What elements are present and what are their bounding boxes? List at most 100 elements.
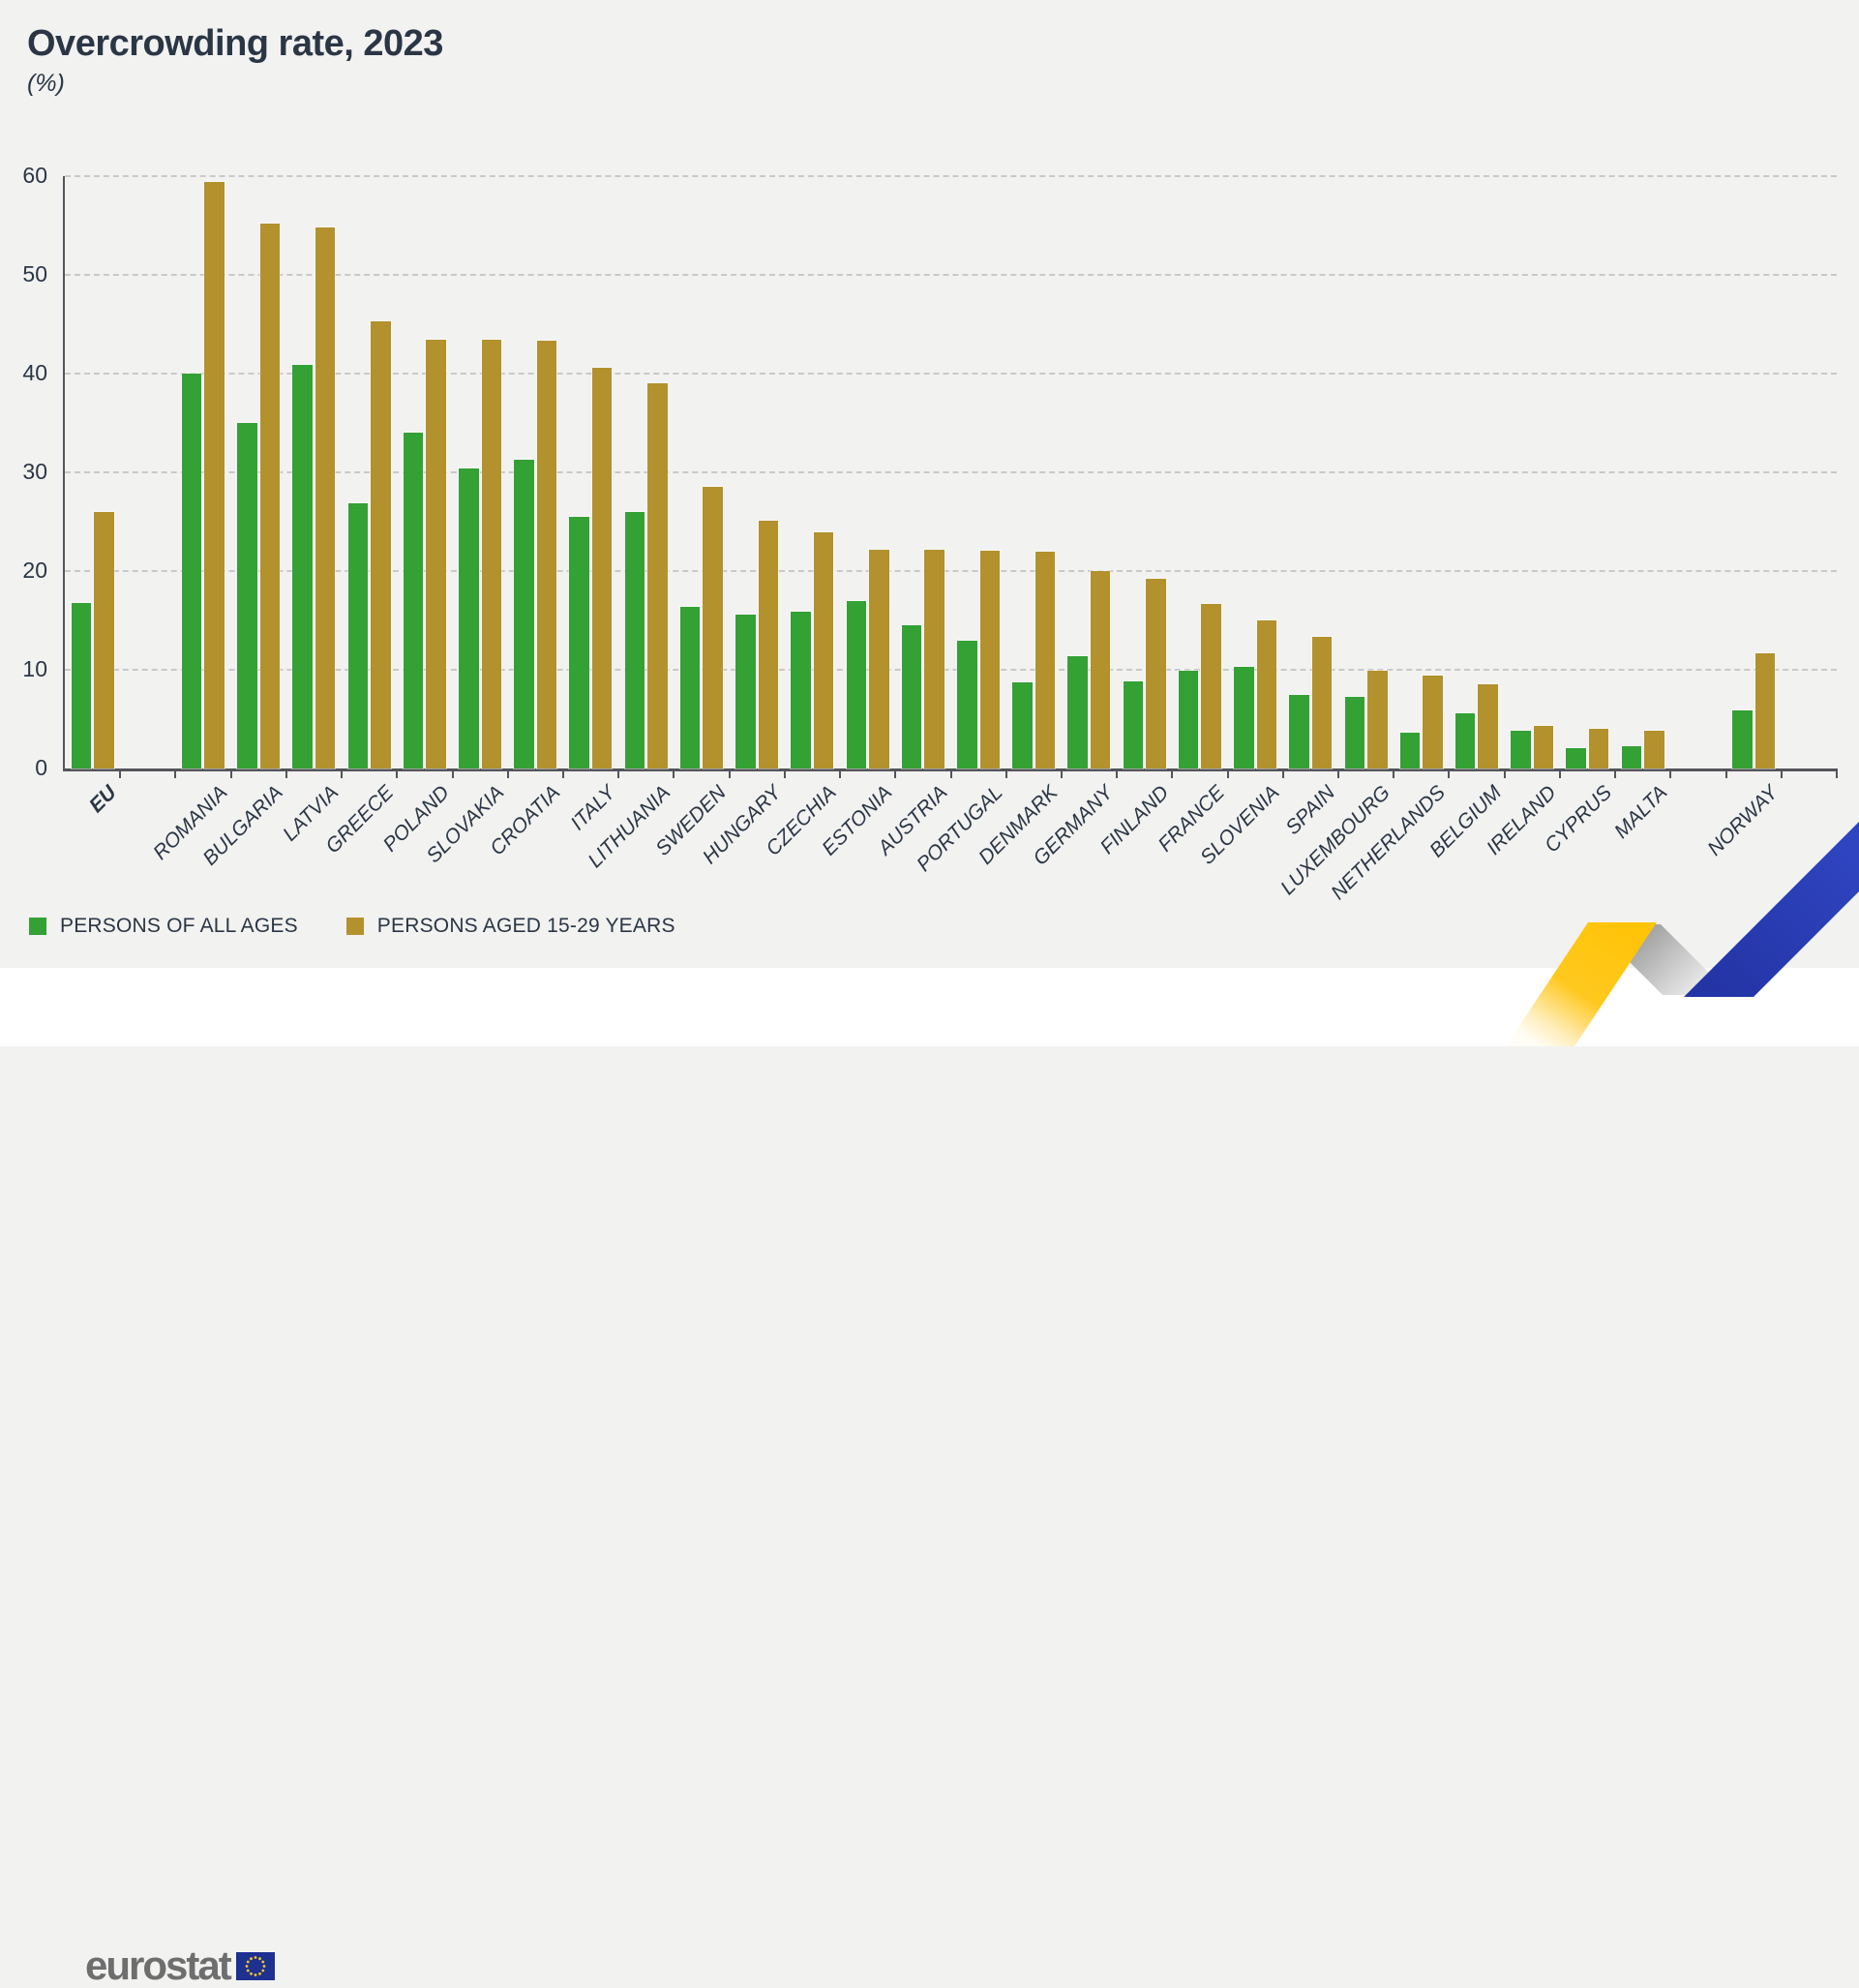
x-axis-tick <box>1614 768 1617 778</box>
bar-finland-aged-15-29 <box>1145 578 1167 769</box>
x-axis-tick <box>728 768 731 778</box>
y-axis-label-20: 20 <box>22 557 47 583</box>
bar-estonia-all-ages <box>845 599 868 770</box>
infographic-canvas: { "title": "Overcrowding rate, 2023", "s… <box>0 23 1859 1986</box>
bar-latvia-all-ages <box>291 363 314 770</box>
bar-germany-aged-15-29 <box>1089 570 1112 769</box>
bar-norway-aged-15-29 <box>1754 651 1777 770</box>
bar-slovakia-aged-15-29 <box>480 339 503 769</box>
bar-luxembourg-aged-15-29 <box>1366 670 1389 769</box>
bar-cyprus-aged-15-29 <box>1587 728 1610 769</box>
bar-lithuania-all-ages <box>623 510 646 770</box>
bar-estonia-aged-15-29 <box>868 548 890 770</box>
bar-latvia-aged-15-29 <box>314 226 337 769</box>
x-axis-tick <box>396 768 399 778</box>
bar-germany-all-ages <box>1066 654 1089 770</box>
bar-poland-all-ages <box>402 432 425 769</box>
x-axis-tick <box>1393 768 1395 778</box>
bar-portugal-aged-15-29 <box>978 549 1001 770</box>
x-axis-tick <box>341 768 344 778</box>
x-axis-tick <box>673 768 675 778</box>
eu-flag-svg <box>235 1951 275 1980</box>
bar-hungary-all-ages <box>735 613 757 770</box>
legend-label-all-ages: PERSONS OF ALL AGES <box>60 915 298 937</box>
y-axis-label-40: 40 <box>22 360 47 385</box>
bar-slovenia-aged-15-29 <box>1255 619 1278 769</box>
x-axis-tick <box>229 768 232 778</box>
bar-denmark-aged-15-29 <box>1034 550 1057 770</box>
x-axis-tick <box>1724 768 1727 778</box>
x-axis-label-eu: EU <box>85 781 122 818</box>
gridline-y20 <box>65 570 1837 572</box>
x-axis-tick <box>285 768 287 778</box>
x-axis-tick <box>1004 768 1007 778</box>
bar-hungary-aged-15-29 <box>757 519 780 770</box>
x-axis-tick <box>783 768 786 778</box>
x-axis-tick <box>1116 768 1119 778</box>
bar-spain-all-ages <box>1288 693 1310 769</box>
legend-item-all-ages: PERSONS OF ALL AGES <box>29 915 298 938</box>
x-axis-label-malta: MALTA <box>1609 781 1672 843</box>
bar-austria-aged-15-29 <box>923 548 945 770</box>
bar-eu-all-ages <box>70 601 92 770</box>
bar-italy-aged-15-29 <box>590 366 614 770</box>
bar-ireland-aged-15-29 <box>1532 725 1555 769</box>
bar-croatia-all-ages <box>513 458 535 770</box>
bar-eu-aged-15-29 <box>93 510 115 770</box>
bar-portugal-all-ages <box>956 640 978 769</box>
eurostat-logo-text: eurostat <box>85 1943 232 1988</box>
y-axis-label-60: 60 <box>22 163 47 188</box>
bar-italy-all-ages <box>568 515 590 770</box>
bar-slovakia-all-ages <box>458 467 480 770</box>
bar-cyprus-all-ages <box>1565 746 1587 770</box>
x-axis-tick <box>451 768 454 778</box>
bar-finland-all-ages <box>1122 680 1145 769</box>
x-axis-tick <box>617 768 620 778</box>
bar-romania-all-ages <box>180 373 203 769</box>
bar-norway-all-ages <box>1731 708 1754 770</box>
bar-ireland-all-ages <box>1510 730 1532 769</box>
x-axis-tick <box>839 768 842 778</box>
x-axis-tick <box>1780 768 1783 778</box>
bar-france-aged-15-29 <box>1200 602 1222 770</box>
gridline-y60 <box>65 175 1837 177</box>
bar-denmark-all-ages <box>1011 681 1034 769</box>
x-axis-tick <box>561 768 564 778</box>
bar-lithuania-aged-15-29 <box>646 382 669 769</box>
bar-bulgaria-aged-15-29 <box>258 222 282 770</box>
eurostat-logo: eurostat <box>85 1945 275 1986</box>
bar-romania-aged-15-29 <box>203 181 225 769</box>
eu-flag-icon <box>235 1951 275 1980</box>
bar-netherlands-all-ages <box>1398 732 1422 769</box>
x-axis-tick <box>894 768 897 778</box>
y-axis-label-50: 50 <box>22 261 47 286</box>
x-axis-tick <box>119 768 122 778</box>
bar-spain-aged-15-29 <box>1310 636 1334 769</box>
bar-greece-aged-15-29 <box>370 319 392 770</box>
x-axis-tick <box>949 768 952 778</box>
y-axis-label-0: 0 <box>35 755 47 780</box>
legend-swatch-green <box>29 918 46 935</box>
x-axis-tick <box>506 768 509 778</box>
y-axis-label-30: 30 <box>22 459 47 484</box>
x-axis-tick <box>1448 768 1451 778</box>
legend-swatch-gold <box>345 918 364 935</box>
footer-band: eurostat <box>0 968 1859 1986</box>
x-axis-tick <box>1558 768 1561 778</box>
bar-netherlands-aged-15-29 <box>1422 675 1444 769</box>
x-axis-tick <box>1836 768 1838 778</box>
bar-belgium-all-ages <box>1454 711 1477 770</box>
chart-title: Overcrowding rate, 2023 <box>27 23 443 64</box>
bar-czechia-all-ages <box>790 610 812 770</box>
chart-unit-subtitle: (%) <box>27 70 65 97</box>
bar-poland-aged-15-29 <box>425 339 447 769</box>
x-axis-tick <box>1226 768 1229 778</box>
gridline-y50 <box>65 274 1837 276</box>
bar-austria-all-ages <box>900 624 923 769</box>
bar-belgium-aged-15-29 <box>1477 683 1499 769</box>
bar-malta-all-ages <box>1620 744 1643 770</box>
bar-sweden-aged-15-29 <box>702 486 724 769</box>
plot-area: 0 10 20 30 40 50 60 EU ROMANIA BULGARIA LATVIA GREE… <box>22 165 1838 904</box>
x-axis-tick <box>1669 768 1672 778</box>
x-axis-tick <box>1060 768 1063 778</box>
